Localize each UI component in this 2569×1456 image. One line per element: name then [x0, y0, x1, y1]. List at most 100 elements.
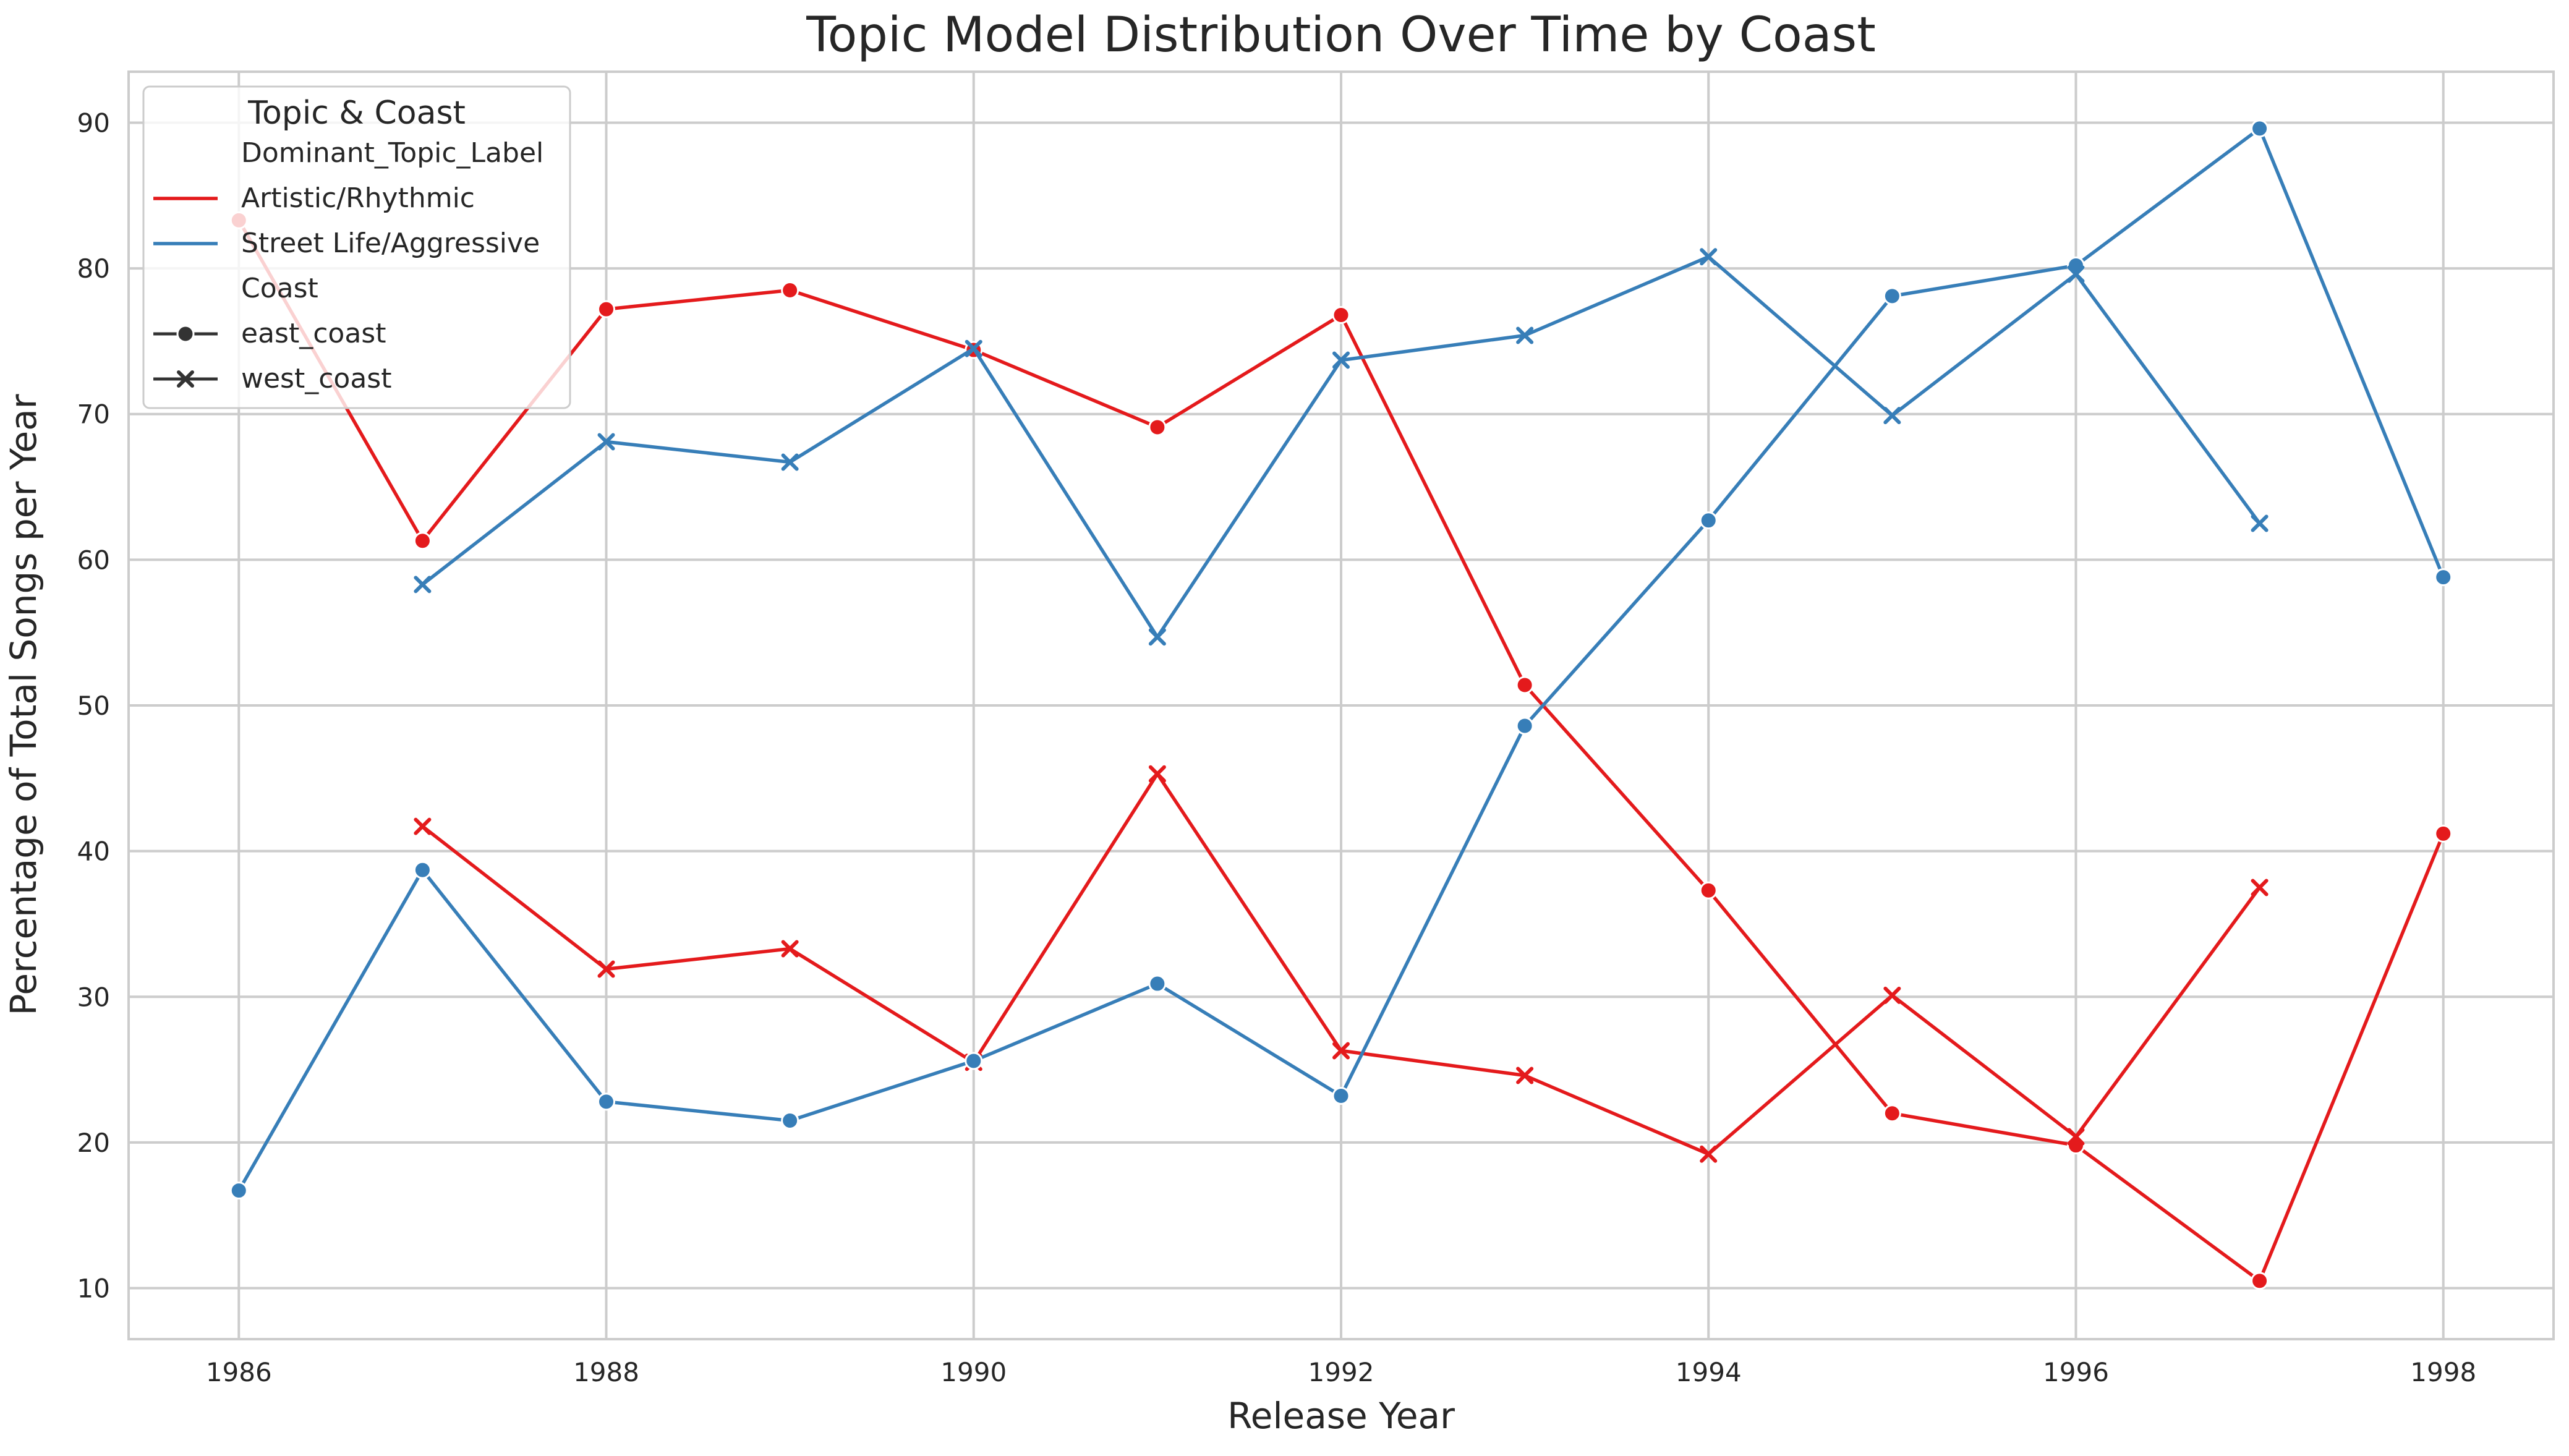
data-point [1699, 511, 1718, 530]
marker-x-stroke [781, 453, 799, 471]
legend-title: Topic & Coast [247, 95, 466, 132]
data-point [1515, 676, 1534, 694]
marker-x-stroke [1332, 351, 1350, 369]
data-point [1516, 326, 1534, 344]
legend-entry-label: west_coast [241, 363, 391, 394]
data-point [229, 1181, 248, 1200]
data-point [2067, 265, 2085, 283]
marker-x-stroke [1883, 986, 1901, 1004]
chart-title: Topic Model Distribution Over Time by Co… [806, 7, 1876, 63]
legend-marker [176, 325, 195, 343]
data-point [1883, 986, 1901, 1004]
marker-x-stroke [177, 370, 194, 388]
y-tick-label: 40 [77, 837, 110, 867]
data-point [1883, 287, 1901, 305]
tick-labels: 10 20 30 40 50 60 70 80 90 1986 1988 1990 1992 1994 19… [77, 108, 2477, 1387]
legend: Topic & Coast Dominant_Topic_Label Artisti… [142, 85, 571, 409]
y-axis-label: Percentage of Total Songs per Year [2, 394, 45, 1015]
data-point [2251, 879, 2269, 896]
y-tick-label: 70 [77, 399, 110, 430]
legend-entry-label: Artistic/Rhythmic [241, 182, 475, 214]
data-point [1700, 248, 1718, 266]
series-street-life-west-coast [414, 248, 2269, 646]
data-point [1699, 881, 1718, 900]
y-tick-label: 20 [77, 1128, 110, 1158]
x-tick-label: 1990 [940, 1357, 1007, 1387]
data-point [413, 532, 432, 550]
marker-x-stroke [414, 817, 432, 835]
x-axis-label: Release Year [1227, 1395, 1455, 1437]
y-tick-label: 60 [77, 545, 110, 575]
marker-x-stroke [2067, 265, 2085, 283]
data-point [1332, 351, 1350, 369]
marker-x-stroke [1700, 1145, 1718, 1163]
y-tick-label: 90 [77, 108, 110, 138]
data-point [597, 300, 616, 318]
data-point [1148, 974, 1167, 993]
marker-x-stroke [781, 940, 799, 958]
marker-x-stroke [1332, 1042, 1350, 1060]
marker-x-stroke [414, 576, 432, 594]
marker-x-stroke [2067, 1128, 2085, 1146]
marker-x-stroke [2251, 514, 2269, 532]
marker-x-stroke [965, 339, 982, 357]
data-point [2067, 1128, 2085, 1146]
data-point [2434, 568, 2453, 587]
data-point [1332, 1042, 1350, 1060]
y-tick-label: 50 [77, 691, 110, 721]
data-point [1148, 418, 1167, 436]
legend-entry-label: Street Life/Aggressive [241, 228, 540, 259]
x-tick-label: 1998 [2410, 1357, 2476, 1387]
data-point [1883, 407, 1901, 425]
data-point [1148, 628, 1166, 646]
data-point [1332, 306, 1350, 325]
data-point [781, 453, 799, 471]
data-point [781, 1112, 799, 1130]
marker-x-stroke [1516, 1066, 1534, 1084]
data-point [597, 433, 615, 451]
marker-x-stroke [1700, 248, 1718, 266]
series-artistic-east-coast [229, 211, 2453, 1290]
data-point [1883, 1104, 1901, 1123]
data-point [2251, 119, 2269, 138]
data-point [1148, 765, 1166, 783]
x-tick-label: 1992 [1308, 1357, 1374, 1387]
marker-x-stroke [1148, 628, 1166, 646]
marker-x-stroke [1883, 407, 1901, 425]
x-tick-label: 1996 [2043, 1357, 2109, 1387]
data-point [2251, 1272, 2269, 1290]
data-point [1516, 1066, 1534, 1084]
marker-x-stroke [1516, 326, 1534, 344]
data-point [413, 861, 432, 879]
x-tick-label: 1986 [206, 1357, 272, 1387]
legend-entry-label: east_coast [241, 318, 386, 349]
data-point [1700, 1145, 1718, 1163]
y-tick-label: 80 [77, 253, 110, 284]
data-point [781, 281, 799, 299]
y-tick-label: 10 [77, 1274, 110, 1304]
data-point [2251, 514, 2269, 532]
data-point [2434, 824, 2453, 843]
legend-frame [142, 85, 571, 409]
data-point [781, 940, 799, 958]
data-point [414, 817, 432, 835]
data-point [965, 339, 982, 357]
legend-marker [177, 370, 194, 388]
series-street-life-east-coast [229, 119, 2453, 1200]
data-point [965, 1052, 983, 1070]
x-tick-label: 1994 [1676, 1357, 1742, 1387]
series-layer [229, 119, 2453, 1290]
marker-x-stroke [597, 433, 615, 451]
marker-x-stroke [1148, 765, 1166, 783]
data-point [1515, 717, 1534, 735]
x-tick-label: 1988 [573, 1357, 639, 1387]
marker-x-stroke [2251, 879, 2269, 896]
data-point [1332, 1086, 1350, 1105]
data-point [597, 1092, 616, 1111]
legend-subtitle: Coast [241, 273, 318, 304]
series-artistic-west-coast [414, 765, 2269, 1163]
data-point [597, 960, 615, 978]
data-point [414, 576, 432, 594]
legend-subtitle: Dominant_Topic_Label [241, 137, 543, 169]
